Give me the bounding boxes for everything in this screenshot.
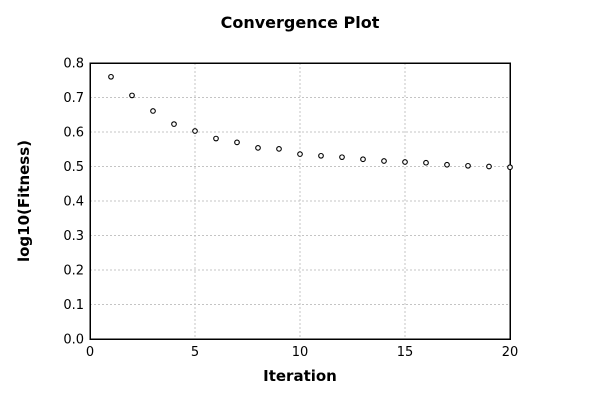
y-tick-label: 0.5 <box>63 160 84 175</box>
data-points <box>108 73 513 171</box>
data-point <box>339 154 345 161</box>
data-point <box>423 159 429 166</box>
data-point <box>444 161 450 168</box>
y-tick-label: 0.2 <box>63 264 84 279</box>
data-point <box>255 145 261 151</box>
y-tick-labels: 0.0 0.1 0.2 0.3 0.4 0.5 0.6 0.7 0.8 <box>63 57 84 348</box>
y-tick-label: 0.7 <box>63 91 84 106</box>
data-point <box>150 108 156 114</box>
data-point <box>402 159 408 165</box>
plot-area-border <box>89 62 511 340</box>
data-point <box>108 73 114 80</box>
x-tick-label: 5 <box>191 345 199 360</box>
y-tick-label: 0.1 <box>63 298 84 313</box>
data-point <box>381 158 387 164</box>
data-point <box>213 135 219 142</box>
data-point <box>360 156 366 163</box>
data-point <box>465 162 471 169</box>
gridlines <box>90 63 510 339</box>
x-tick-label: 0 <box>86 345 94 360</box>
y-tick-label: 0.4 <box>63 195 84 210</box>
x-tick-label: 15 <box>397 345 414 360</box>
data-point <box>171 121 177 127</box>
y-tick-label: 0.0 <box>63 333 84 348</box>
y-tick-label: 0.8 <box>63 57 84 72</box>
data-point <box>486 163 492 170</box>
data-point <box>234 139 240 146</box>
data-point <box>318 152 324 159</box>
data-point <box>276 146 282 152</box>
x-tick-label: 20 <box>502 345 519 360</box>
data-point <box>507 164 513 171</box>
x-axis-label: Iteration <box>263 367 337 385</box>
y-tick-label: 0.6 <box>63 126 84 141</box>
data-point <box>297 151 303 157</box>
chart-title: Convergence Plot <box>221 13 380 32</box>
data-point <box>192 128 198 134</box>
x-tick-labels: 0 5 10 15 20 <box>86 345 518 360</box>
y-tick-label: 0.3 <box>63 229 84 244</box>
y-axis-label: log10(Fitness) <box>15 140 33 262</box>
x-tick-label: 10 <box>292 345 309 360</box>
data-point <box>129 92 135 99</box>
